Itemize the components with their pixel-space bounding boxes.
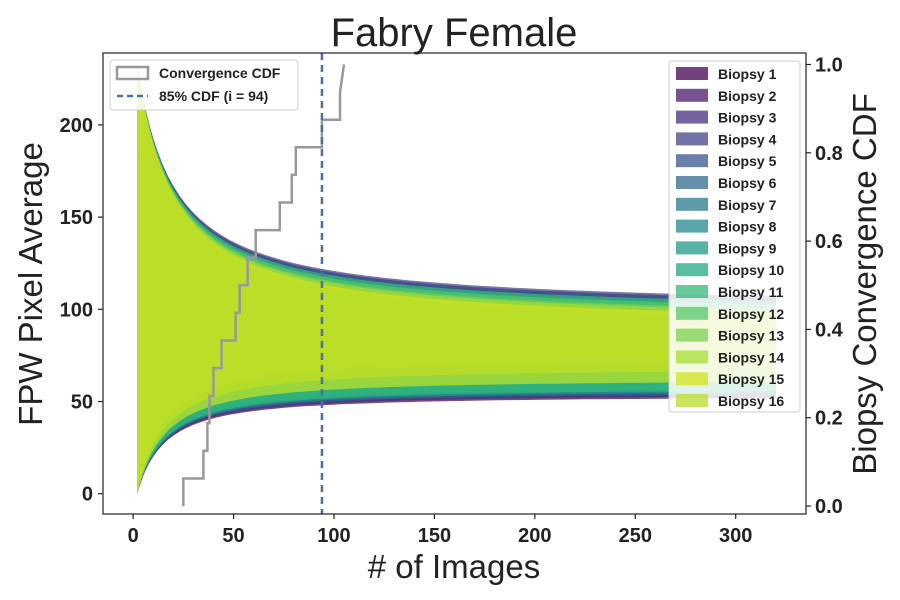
legend-swatch-16 [676, 394, 708, 407]
legend-label-3: Biopsy 3 [718, 110, 777, 126]
legend-left: Convergence CDF 85% CDF (i = 94) [109, 59, 299, 111]
legend-label-12: Biopsy 12 [718, 306, 784, 322]
legend-swatch-15 [676, 372, 708, 386]
legend-label-11: Biopsy 11 [718, 284, 784, 300]
series-area-16 [137, 62, 776, 494]
legend-label-6: Biopsy 6 [718, 175, 777, 191]
cdf-layer [182, 64, 346, 507]
y-axis-left: 0 50 100 150 200 [60, 115, 103, 506]
area-layer [137, 62, 776, 494]
legend-label-2: Biopsy 2 [718, 88, 777, 104]
chart-title: Fabry Female [331, 11, 578, 55]
legend-swatch-12 [676, 306, 708, 320]
legend-label-16: Biopsy 16 [718, 393, 784, 409]
y-tick-label: 0 [82, 484, 93, 506]
x-axis: 0 50 100 150 200 250 300 [128, 514, 752, 547]
legend-swatch-3 [676, 110, 708, 124]
plot-frame [102, 52, 807, 515]
y2-tick-label: 0.0 [815, 496, 843, 518]
x-axis-label: # of Images [368, 548, 540, 585]
y2-tick-label: 0.6 [815, 231, 843, 253]
y-tick-label: 150 [60, 207, 93, 229]
x-tick-label: 200 [518, 525, 551, 547]
legend-left-box [109, 59, 299, 111]
legend-threshold-label: 85% CDF (i = 94) [159, 88, 268, 104]
legend-cdf-swatch [115, 65, 150, 81]
legend-swatch-2 [676, 88, 708, 102]
y2-tick-label: 0.2 [815, 408, 843, 430]
y-tick-label: 100 [60, 299, 93, 321]
x-tick-label: 300 [719, 525, 752, 547]
y2-tick-label: 1.0 [815, 54, 843, 76]
x-tick-label: 100 [317, 525, 350, 547]
legend-label-9: Biopsy 9 [718, 240, 777, 256]
legend-swatch-8 [676, 219, 708, 233]
legend-label-5: Biopsy 5 [718, 153, 777, 169]
x-tick-label: 0 [128, 525, 139, 547]
legend-cdf-label: Convergence CDF [159, 65, 281, 81]
y2-axis-label: Biopsy Convergence CDF [846, 93, 883, 475]
legend-label-15: Biopsy 15 [718, 371, 784, 387]
legend-swatch-1 [676, 67, 708, 80]
y2-tick-label: 0.4 [815, 319, 844, 341]
legend-label-1: Biopsy 1 [718, 66, 777, 82]
legend-right: Biopsy 1 Biopsy 2 Biopsy 3 Biopsy 4 Biopsy 5… [668, 60, 801, 413]
legend-label-13: Biopsy 13 [718, 328, 784, 344]
legend-swatch-7 [676, 197, 708, 211]
legend-label-7: Biopsy 7 [718, 197, 777, 213]
legend-swatch-5 [676, 154, 708, 168]
legend-swatch-13 [676, 328, 708, 342]
y-axis-right: 0.0 0.2 0.4 0.6 0.8 1.0 [806, 54, 844, 518]
legend-swatch-10 [676, 263, 708, 277]
y-tick-label: 50 [71, 392, 93, 414]
legend-label-4: Biopsy 4 [718, 131, 777, 147]
legend-swatch-6 [676, 176, 708, 189]
legend-swatch-14 [676, 350, 708, 364]
y-axis-label: FPW Pixel Average [12, 142, 49, 426]
legend-label-8: Biopsy 8 [718, 219, 777, 235]
x-tick-label: 50 [222, 525, 244, 547]
x-tick-label: 250 [619, 525, 652, 547]
y2-tick-label: 0.8 [815, 143, 843, 165]
y-tick-label: 200 [60, 115, 93, 137]
cdf-step-line [182, 64, 346, 507]
x-tick-label: 150 [418, 525, 451, 547]
legend-label-14: Biopsy 14 [718, 349, 784, 365]
legend-swatch-9 [676, 241, 708, 255]
legend-swatch-11 [676, 285, 708, 298]
legend-swatch-4 [676, 132, 708, 146]
legend-right-box [668, 60, 801, 413]
legend-label-10: Biopsy 10 [718, 262, 784, 278]
